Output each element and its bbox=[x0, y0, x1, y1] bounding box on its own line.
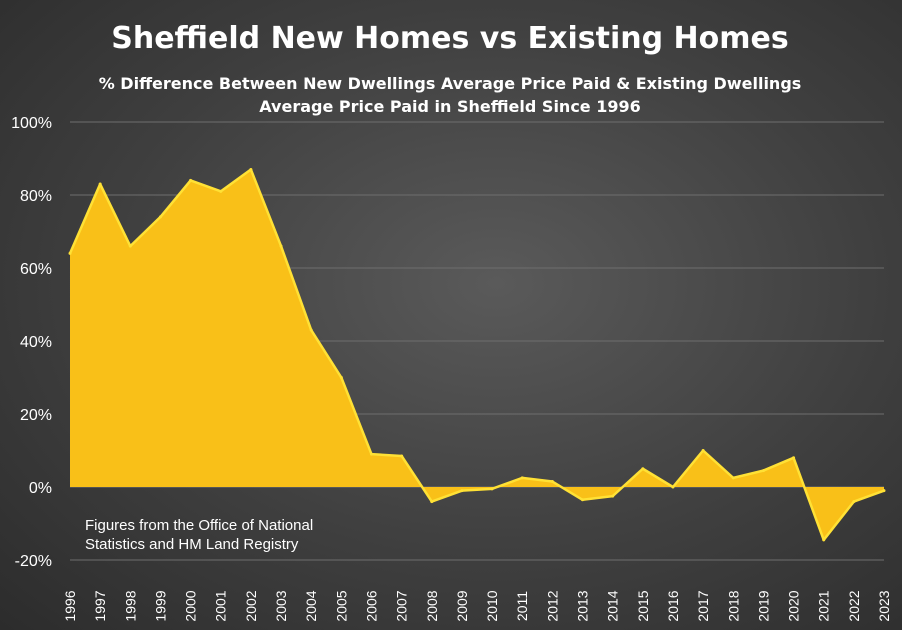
source-note-line-2: Statistics and HM Land Registry bbox=[85, 536, 299, 553]
x-tick-label: 2010 bbox=[484, 590, 500, 621]
data-point bbox=[279, 244, 283, 248]
x-tick-label: 2023 bbox=[876, 590, 892, 621]
data-point bbox=[309, 328, 313, 332]
data-point bbox=[400, 454, 404, 458]
x-tick-label: 2001 bbox=[213, 590, 229, 621]
data-point bbox=[581, 498, 585, 502]
data-point bbox=[128, 244, 132, 248]
data-point bbox=[671, 485, 675, 489]
x-tick-label: 2008 bbox=[424, 590, 440, 621]
y-tick-label: 80% bbox=[20, 188, 52, 205]
x-tick-label: 2018 bbox=[725, 590, 741, 621]
x-tick-label: 2021 bbox=[816, 590, 832, 621]
data-point bbox=[761, 469, 765, 473]
data-point bbox=[189, 178, 193, 182]
x-axis: 1996 1997 1998 1999 2000 2001 2002 2003 2004 2005… bbox=[62, 590, 892, 621]
series-line bbox=[68, 168, 885, 542]
x-tick-label: 2014 bbox=[605, 590, 621, 621]
data-point bbox=[822, 538, 826, 542]
plot-area bbox=[68, 167, 886, 542]
x-tick-label: 2013 bbox=[575, 590, 591, 621]
x-tick-label: 2017 bbox=[695, 590, 711, 621]
x-tick-label: 1998 bbox=[122, 590, 138, 621]
y-tick-label: -20% bbox=[15, 553, 52, 570]
data-point bbox=[430, 500, 434, 504]
x-tick-label: 2007 bbox=[394, 590, 410, 621]
x-tick-label: 2019 bbox=[755, 590, 771, 621]
y-tick-label: 100% bbox=[11, 115, 52, 132]
x-tick-label: 1999 bbox=[152, 590, 168, 621]
data-point bbox=[852, 500, 856, 504]
data-point bbox=[731, 476, 735, 480]
x-tick-label: 2011 bbox=[514, 591, 530, 621]
data-point bbox=[68, 251, 72, 255]
data-point bbox=[219, 189, 223, 193]
y-tick-label: 20% bbox=[20, 407, 52, 424]
data-point bbox=[611, 494, 615, 498]
y-tick-label: 60% bbox=[20, 261, 52, 278]
x-tick-label: 2009 bbox=[454, 590, 470, 621]
data-point bbox=[882, 489, 886, 493]
x-tick-label: 2005 bbox=[333, 590, 349, 621]
x-tick-label: 2012 bbox=[544, 590, 560, 621]
area-fill bbox=[70, 169, 884, 540]
x-tick-label: 1996 bbox=[62, 590, 78, 621]
data-point bbox=[369, 452, 373, 456]
x-tick-label: 2016 bbox=[665, 590, 681, 621]
data-point bbox=[701, 449, 705, 452]
data-point bbox=[792, 456, 796, 460]
data-point bbox=[158, 215, 162, 219]
data-point bbox=[339, 376, 343, 379]
data-point bbox=[550, 480, 554, 484]
data-point bbox=[641, 467, 645, 471]
x-tick-label: 2000 bbox=[183, 590, 199, 621]
chart-subtitle-line-2: Average Price Paid in Sheffield Since 19… bbox=[259, 97, 641, 116]
y-axis: -20% 0% 20% 40% 60% 80% 100% bbox=[11, 115, 52, 570]
x-tick-label: 2002 bbox=[243, 590, 259, 621]
x-tick-label: 2003 bbox=[273, 590, 289, 621]
data-point bbox=[249, 167, 253, 171]
source-note-line-1: Figures from the Office of National bbox=[85, 517, 313, 534]
x-tick-label: 2006 bbox=[363, 590, 379, 621]
chart-subtitle-line-1: % Difference Between New Dwellings Avera… bbox=[99, 74, 802, 93]
x-tick-label: 2020 bbox=[786, 590, 802, 621]
data-point bbox=[98, 182, 102, 186]
data-point bbox=[460, 489, 464, 493]
chart-title: Sheffield New Homes vs Existing Homes bbox=[111, 21, 788, 56]
y-tick-label: 0% bbox=[29, 480, 52, 497]
x-tick-label: 1997 bbox=[92, 590, 108, 621]
y-tick-label: 40% bbox=[20, 334, 52, 351]
x-tick-label: 2015 bbox=[635, 590, 651, 621]
data-point bbox=[520, 476, 524, 480]
x-tick-label: 2004 bbox=[303, 590, 319, 621]
data-point bbox=[490, 487, 494, 491]
x-tick-label: 2022 bbox=[846, 590, 862, 621]
